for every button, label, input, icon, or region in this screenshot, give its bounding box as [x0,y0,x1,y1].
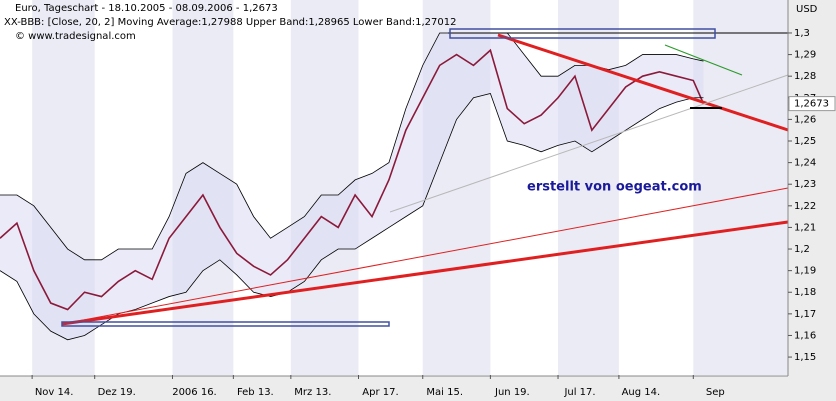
annotation: erstellt von oegeat.com [527,180,702,195]
highlight-box [61,321,390,327]
y-tick-label: 1,18 [794,287,816,298]
x-tick-label: Aug 14. [622,387,661,398]
y-tick-label: 1,23 [794,179,816,190]
y-tick-label: 1,21 [794,222,816,233]
y-tick-label: 1,28 [794,71,816,82]
y-tick-label: 1,24 [794,158,816,169]
price-marker-box [788,96,836,112]
y-tick-label: 1,3 [794,28,810,39]
x-tick-label: Jun 19. [494,387,530,398]
x-tick-label: Feb 13. [237,387,274,398]
trend-line [61,220,789,326]
x-tick-label: Jul 17. [563,387,595,398]
x-tick-label: Nov 14. [35,387,74,398]
trend-line [389,74,789,213]
y-tick-label: 1,25 [794,136,816,147]
price-marker-label: 1,2673 [794,99,829,110]
y-tick-label: 1,17 [794,309,816,320]
band-fill [0,32,704,340]
y-tick-label: 1,22 [794,201,816,212]
y-tick-label: 1,15 [794,352,816,363]
x-tick-label: Mai 15. [426,387,463,398]
x-tick-label: Mrz 13. [294,387,331,398]
trend-line [61,187,789,325]
chart-title: Euro, Tageschart - 18.10.2005 - 08.09.20… [15,3,278,14]
close-line [0,48,705,311]
x-tick-label: Dez 19. [98,387,136,398]
month-stripe [693,0,788,375]
highlight-box [449,28,716,39]
y-axis-panel [788,0,836,401]
x-tick-label: Apr 17. [362,387,398,398]
trend-line [664,44,743,76]
chart-subtitle: XX-BBB: [Close, 20, 2] Moving Average:1,… [4,17,456,28]
x-tick-label: 2006 16. [172,387,217,398]
x-tick-label: Sep [706,387,725,398]
y-tick-label: 1,26 [794,114,816,125]
trend-line [497,33,789,132]
month-stripe [558,0,619,375]
y-tick-label: 1,19 [794,266,816,277]
y-tick-label: 1,29 [794,50,816,61]
y-tick-label: 1,2 [794,244,810,255]
y-tick-label: 1,16 [794,330,816,341]
y-axis-label: USD [796,4,818,15]
x-axis-panel [0,376,836,401]
source: © www.tradesignal.com [15,31,136,42]
